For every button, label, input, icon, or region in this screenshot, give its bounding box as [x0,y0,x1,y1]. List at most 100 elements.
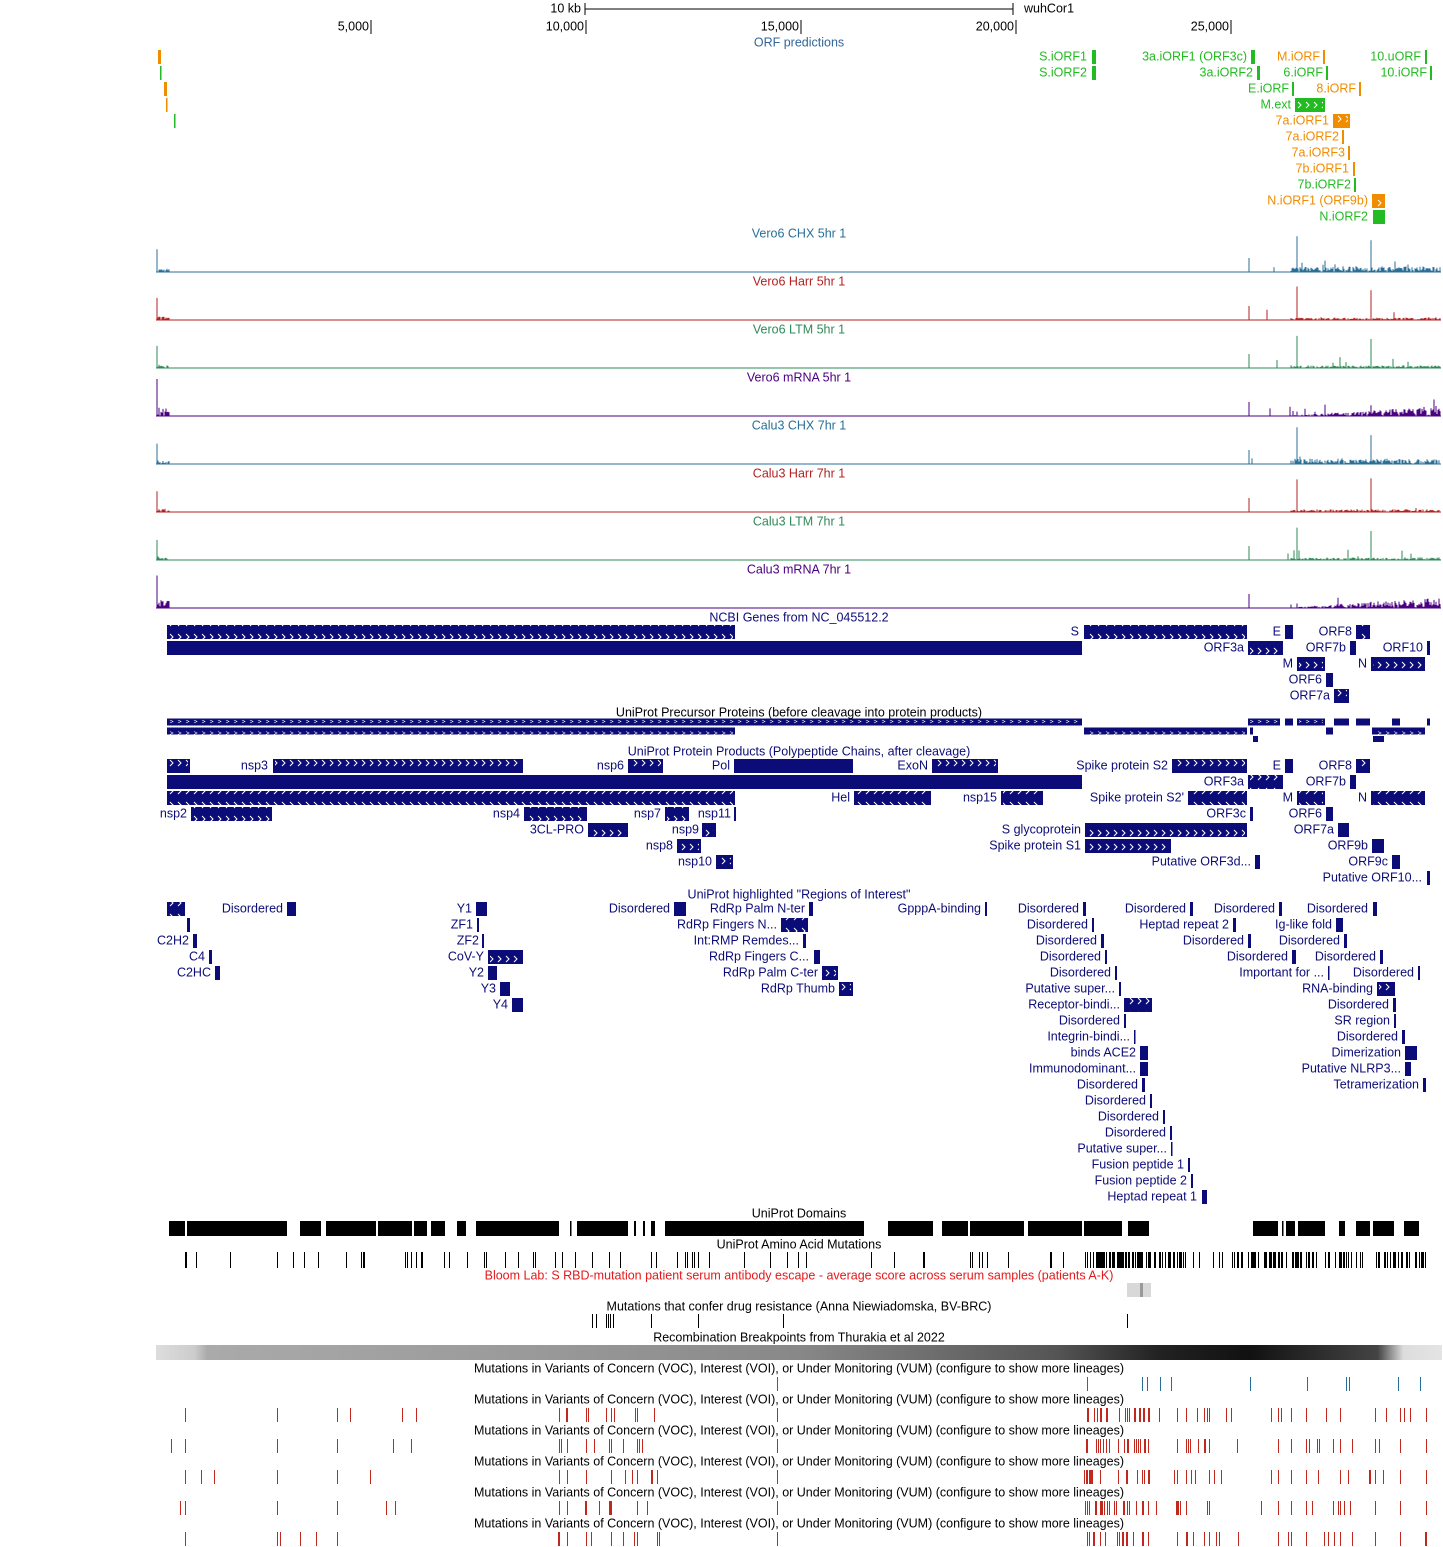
feature-block [488,966,497,980]
feature-label: nsp6 [597,758,624,772]
feature-block [1380,950,1383,964]
mutation-ticks [185,1252,1426,1268]
track-title: Vero6 LTM 5hr 1 [753,322,845,336]
feature-block [1251,50,1255,64]
feature-label: Putative NLRP3... [1302,1061,1401,1075]
feature-block-strand [1373,657,1423,671]
feature-block-strand [169,625,733,639]
feature-label: E [1273,758,1281,772]
feature-label: Y2 [469,965,484,979]
variant-ticks [777,1377,1421,1391]
feature-block [1170,1126,1172,1140]
drug-resistance-ticks [592,1314,1128,1328]
feature-block [174,114,176,128]
feature-block-strand [1087,823,1245,837]
feature-label: Disordered [1183,933,1244,947]
feature-label: 7b.iORF1 [1296,161,1350,175]
feature-block [1134,1030,1136,1044]
feature-label: SR region [1334,1013,1390,1027]
track-title: UniProt Precursor Proteins (before cleav… [616,705,982,719]
feature-block [1257,66,1260,80]
feature-block [1373,210,1385,224]
feature-label: 7a.iORF1 [1276,113,1330,127]
feature-block-strand [841,982,851,996]
track-title: Mutations in Variants of Concern (VOC), … [474,1361,1124,1375]
feature-block [1425,50,1427,64]
feature-label: M [1283,790,1293,804]
feature-block-strand [193,807,270,821]
feature-label: nsp15 [963,790,997,804]
feature-label: ORF8 [1319,624,1352,638]
domain-block [169,1221,185,1236]
feature-label: ORF6 [1289,672,1322,686]
domain-block [643,1221,645,1236]
feature-label: Important for ... [1239,965,1324,979]
track-title: Bloom Lab: S RBD-mutation patient serum … [485,1268,1114,1282]
feature-label: ORF10 [1383,640,1423,654]
feature-label: Spike protein S2 [1076,758,1168,772]
feature-label: ORF7b [1306,640,1346,654]
feature-block [193,934,197,948]
feature-block-strand [630,759,661,773]
feature-block [1328,966,1330,980]
feature-block [809,902,813,916]
feature-label: ORF7a [1290,688,1330,702]
domain-block [665,1221,864,1236]
feature-block-strand [1374,194,1383,208]
feature-label: Pol [712,758,730,772]
feature-block [1253,736,1258,742]
track-title: UniProt Domains [752,1206,846,1220]
feature-block [1255,855,1260,869]
assembly-name: wuhCor1 [1023,1,1074,15]
signal-bars [156,478,1440,512]
feature-block [1202,1190,1207,1204]
feature-label: RdRp Palm N-ter [710,901,805,915]
feature-label: Putative ORF3d... [1152,854,1251,868]
feature-block [1423,1078,1426,1092]
feature-block [1392,718,1400,726]
feature-label: N.iORF2 [1319,209,1368,223]
feature-block [734,759,853,773]
feature-block [1394,1014,1396,1028]
feature-label: Putative super... [1077,1141,1167,1155]
feature-label: ORF3a [1204,774,1244,788]
feature-block-strand [1299,657,1323,671]
signal-bars [156,427,1440,464]
feature-block [476,902,487,916]
feature-label: Disordered [1227,949,1288,963]
variant-ticks [350,1408,1411,1422]
feature-block [1427,718,1430,726]
track-title: Calu3 LTM 7hr 1 [753,514,845,528]
feature-label: Disordered [1098,1109,1159,1123]
feature-block-strand [824,966,836,980]
feature-block-strand [1174,759,1245,773]
feature-block-strand [934,759,996,773]
feature-label: ZF1 [451,917,473,931]
feature-label: Disordered [1059,1013,1120,1027]
variant-ticks [185,1501,1427,1515]
variant-ticks [185,1470,1427,1484]
domain-block [942,1221,968,1236]
feature-label: Disordered [1036,933,1097,947]
feature-label: M.ext [1260,97,1291,111]
feature-label: nsp11 [698,806,731,820]
feature-block [1250,727,1253,735]
feature-block [1393,998,1396,1012]
feature-block [167,641,1082,655]
feature-block [1163,1110,1165,1124]
feature-label: M.iORF [1277,49,1320,63]
feature-label: Disordered [222,901,283,915]
feature-label: M [1283,656,1293,670]
feature-block [1188,1158,1190,1172]
feature-block [167,775,1082,789]
feature-label: nsp9 [672,822,699,836]
feature-block-strand [1299,791,1323,805]
feature-block-strand [1250,775,1281,789]
feature-block [1248,934,1251,948]
feature-block-strand [169,902,183,916]
feature-block [287,902,296,916]
domain-block [1084,1221,1122,1236]
feature-label: Disordered [1337,1029,1398,1043]
track-title: Calu3 Harr 7hr 1 [753,466,845,480]
